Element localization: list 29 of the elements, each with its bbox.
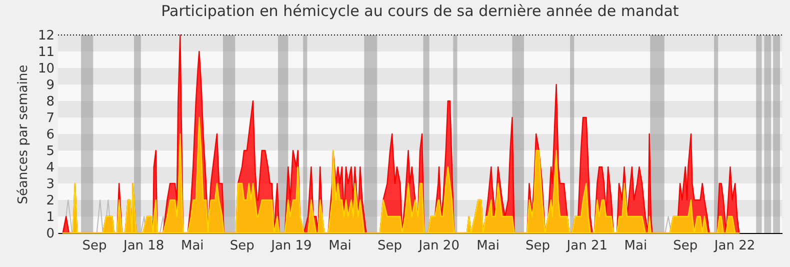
y-tick-label: 10 — [38, 62, 54, 76]
y-tick-label: 0 — [46, 226, 54, 242]
x-tick-label: Mai — [328, 238, 352, 254]
y-tick-label: 7 — [46, 111, 54, 126]
x-tick-label: Jan 22 — [713, 238, 756, 254]
x-tick-label: Sep — [230, 238, 254, 254]
y-tick-label: 8 — [46, 94, 54, 110]
y-tick-label: 3 — [46, 177, 54, 192]
y-tick-label: 12 — [38, 28, 54, 44]
x-tick-label: Jan 18 — [122, 238, 164, 254]
y-axis-title: Séances par semaine — [16, 64, 31, 204]
x-tick-label: Mai — [624, 238, 648, 254]
x-tick-label: Jan 21 — [566, 238, 608, 254]
x-tick-label: Jan 20 — [418, 238, 460, 254]
x-tick-label: Sep — [673, 238, 698, 254]
x-tick-label: Mai — [180, 238, 204, 254]
y-tick-label: 2 — [46, 194, 54, 208]
y-tick-label: 6 — [46, 128, 54, 142]
y-tick-label: 11 — [38, 45, 54, 60]
x-tick-label: Sep — [82, 238, 107, 254]
y-tick-label: 5 — [46, 144, 54, 159]
x-tick-label: Mai — [476, 238, 500, 254]
chart-title: Participation en hémicycle au cours de sa dernière année de mandat — [161, 2, 679, 20]
x-tick-label: Sep — [526, 238, 550, 254]
y-tick-label: 4 — [46, 160, 54, 176]
y-tick-label: 1 — [46, 210, 54, 225]
y-tick-label: 9 — [46, 78, 54, 93]
x-tick-label: Jan 19 — [270, 238, 312, 254]
x-tick-label: Sep — [378, 238, 402, 254]
